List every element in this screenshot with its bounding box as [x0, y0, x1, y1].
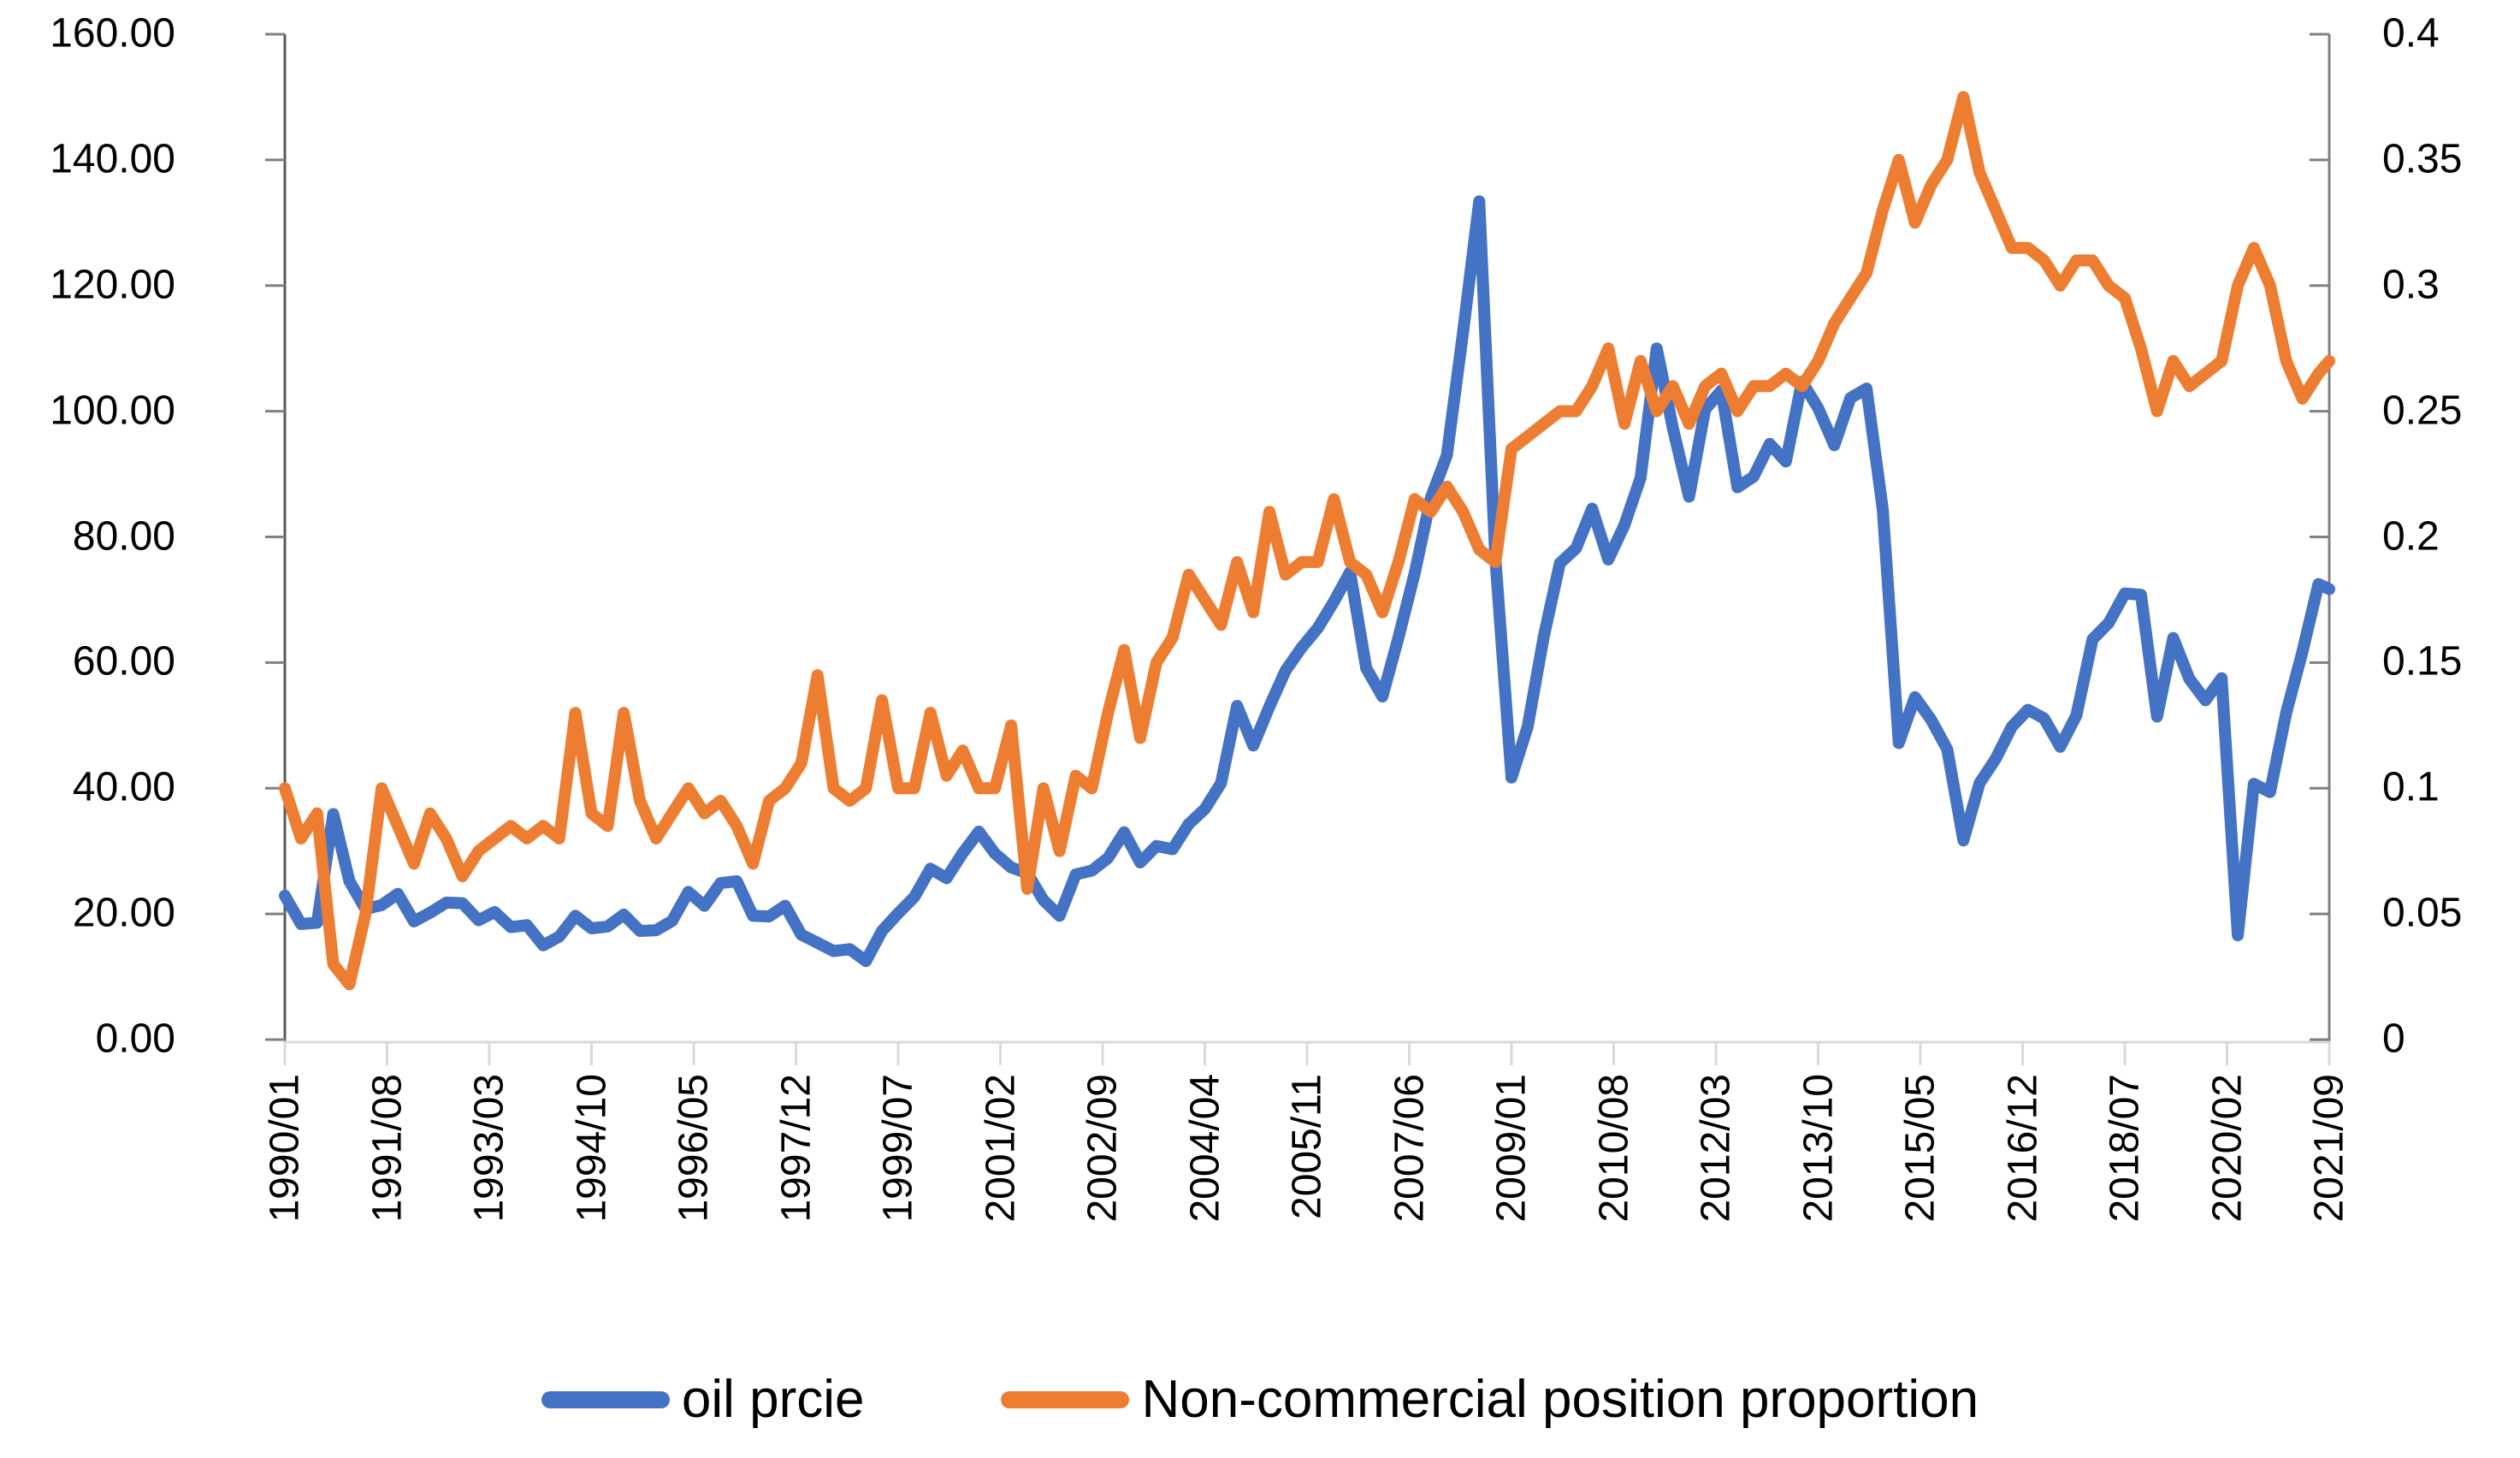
left-axis-tick-label: 160.00 [50, 10, 175, 56]
legend-label-noncommercial-proportion: Non-commercial position proportion [1141, 1370, 1979, 1429]
x-axis-tick-label: 2012/03 [1693, 1074, 1739, 1223]
x-axis-tick-label: 2018/07 [2102, 1074, 2148, 1223]
right-axis-tick-label: 0.4 [2382, 10, 2440, 56]
x-axis-tick-label: 2007/06 [1387, 1074, 1432, 1223]
right-axis-tick-label: 0.15 [2382, 638, 2463, 685]
legend-label-oil-price: oil prcie [681, 1370, 865, 1429]
right-axis-tick-label: 0.25 [2382, 388, 2463, 434]
right-axis-tick-label: 0 [2382, 1016, 2405, 1062]
x-axis-tick-label: 2001/02 [978, 1074, 1023, 1223]
noncommercial-proportion-line [279, 91, 2335, 991]
x-axis-tick-label: 1994/10 [569, 1074, 614, 1223]
x-axis-tick-label: 2021/09 [2306, 1074, 2352, 1223]
left-axis-tick-label: 120.00 [50, 262, 175, 308]
x-axis-tick-label: 2013/10 [1795, 1074, 1841, 1223]
left-axis-tick-label: 80.00 [72, 513, 175, 559]
right-axis-tick-label: 0.1 [2382, 764, 2440, 810]
x-axis-tick-label: 1997/12 [773, 1074, 819, 1223]
legend: oil prcie Non-commercial position propor… [0, 1369, 2520, 1430]
right-axis-tick-label: 0.3 [2382, 262, 2440, 308]
x-axis-tick-label: 2015/05 [1897, 1074, 1943, 1223]
x-axis-tick-label: 2004/04 [1182, 1074, 1227, 1223]
x-axis-tick-label: 2020/02 [2204, 1074, 2250, 1223]
right-axis-tick-label: 0.2 [2382, 513, 2440, 559]
left-axis-tick-label: 20.00 [72, 890, 175, 936]
x-axis-tick-label: 2009/01 [1488, 1074, 1535, 1223]
left-axis-tick-label: 140.00 [50, 136, 175, 182]
x-axis-tick-label: 2002/09 [1080, 1074, 1126, 1223]
left-axis-tick-label: 100.00 [50, 388, 175, 434]
x-axis-tick-label: 1991/08 [364, 1074, 410, 1223]
x-axis-tick-label: 2010/08 [1591, 1074, 1636, 1223]
left-axis-tick-label: 0.00 [95, 1016, 175, 1062]
x-axis-tick-label: 1996/05 [671, 1074, 717, 1223]
x-axis-tick-label: 2016/12 [2000, 1074, 2045, 1223]
x-axis-tick-label: 2005/11 [1284, 1074, 1330, 1219]
oil-price-line-swatch [541, 1390, 670, 1408]
legend-item-oil-price: oil prcie [541, 1369, 865, 1430]
left-axis-tick-label: 60.00 [72, 638, 175, 685]
x-axis-tick-label: 1999/07 [875, 1074, 921, 1223]
right-axis-tick-label: 0.35 [2382, 136, 2463, 182]
x-axis-tick-label: 1990/01 [262, 1074, 308, 1223]
right-axis-tick-label: 0.05 [2382, 890, 2463, 936]
noncommercial-proportion-line-swatch [1001, 1390, 1130, 1408]
x-axis-tick-label: 1993/03 [466, 1074, 512, 1223]
left-axis-tick-label: 40.00 [72, 764, 175, 810]
oil-price-line [279, 195, 2335, 968]
legend-item-noncommercial-proportion: Non-commercial position proportion [1001, 1369, 1979, 1430]
